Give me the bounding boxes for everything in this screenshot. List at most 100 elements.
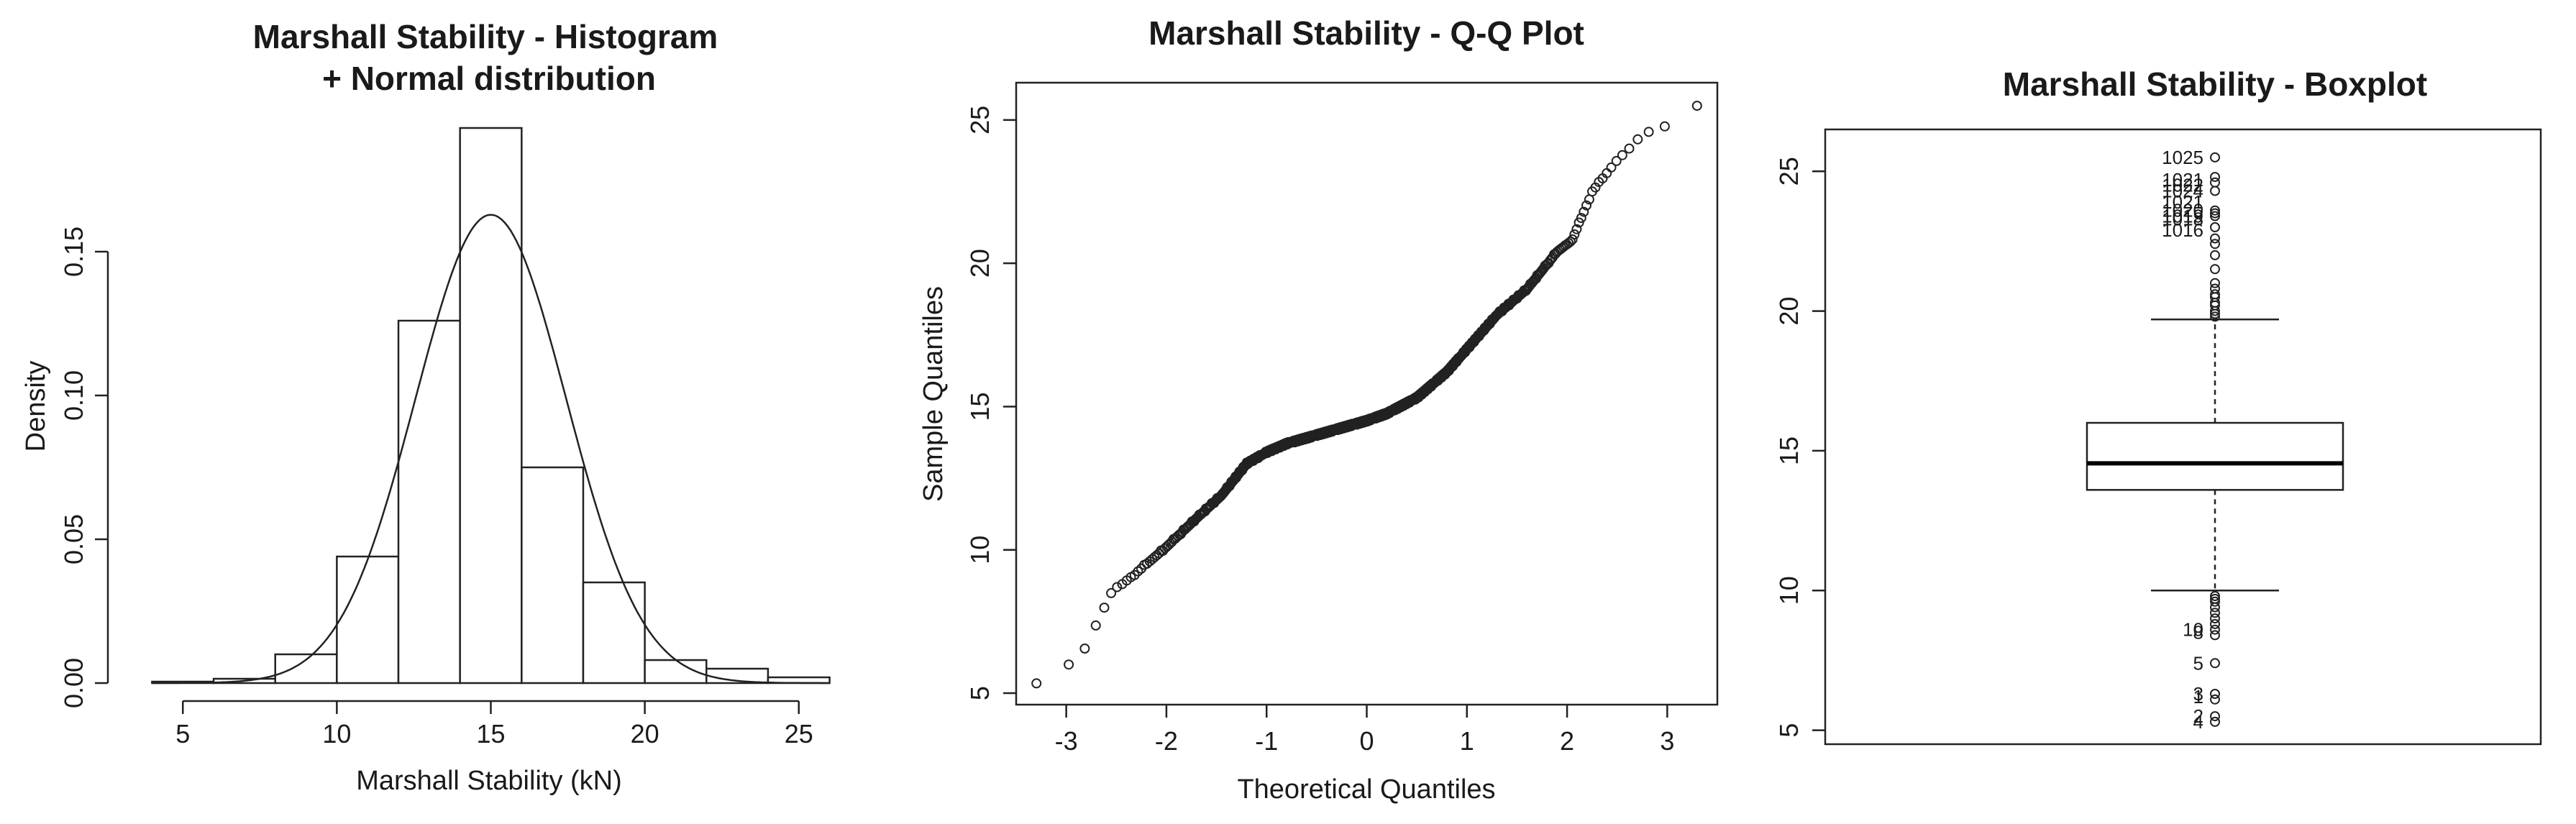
histogram-y-axis-label: Density xyxy=(21,361,51,452)
boxplot-y-tick-label: 10 xyxy=(1774,576,1804,605)
qq-x-tick-label: 0 xyxy=(1359,726,1374,756)
boxplot-y-axis: 5 10 15 20 25 xyxy=(1774,157,1825,738)
histogram-y-tick-label: 0.10 xyxy=(59,370,88,421)
boxplot-outlier-labels: 1025102110221024102110201019101810161085… xyxy=(2162,147,2203,733)
boxplot-outliers xyxy=(2210,152,2220,727)
qq-x-tick-label: 3 xyxy=(1660,726,1674,756)
boxplot-outlier-label: 1016 xyxy=(2162,219,2203,241)
boxplot-outlier-point xyxy=(2210,608,2220,618)
boxplot-elements xyxy=(2086,319,2344,592)
boxplot-y-tick-label: 5 xyxy=(1774,723,1804,738)
boxplot-outlier-point xyxy=(2210,630,2220,641)
boxplot-outlier-label: 1019 xyxy=(2162,206,2203,227)
boxplot-outlier-point xyxy=(2210,283,2220,294)
histogram-x-tick-label: 5 xyxy=(175,719,190,749)
qq-point xyxy=(1567,234,1578,244)
boxplot-panel: Marshall Stability - Boxplot 10251021102… xyxy=(1774,65,2542,746)
boxplot-outlier-label: 1 xyxy=(2193,686,2203,708)
histogram-title-line2: + Normal distribution xyxy=(322,60,656,97)
histogram-y-tick-label: 0.00 xyxy=(59,658,88,708)
boxplot-box xyxy=(2086,421,2344,491)
qq-panel: Marshall Stability - Q-Q Plot -3 -2 -1 0 1 2 3… xyxy=(918,14,1719,805)
boxplot-title: Marshall Stability - Boxplot xyxy=(2003,65,2427,103)
qq-point xyxy=(1659,121,1670,132)
boxplot-outlier-label: 3 xyxy=(2193,683,2203,705)
boxplot-outlier-point xyxy=(2210,711,2220,722)
qq-point xyxy=(1133,566,1143,577)
qq-y-tick-label: 15 xyxy=(965,392,995,421)
boxplot-outlier-point xyxy=(2210,172,2220,183)
boxplot-outlier-label: 10 xyxy=(2183,619,2203,641)
boxplot-outlier-label: 2 xyxy=(2193,705,2203,727)
qq-point xyxy=(1643,127,1654,137)
qq-point xyxy=(1576,213,1586,224)
boxplot-outlier-label: 4 xyxy=(2193,711,2203,733)
qq-point xyxy=(1571,224,1582,234)
qq-plot-frame xyxy=(1015,81,1719,706)
qq-x-tick-label: 2 xyxy=(1560,726,1574,756)
qq-x-tick-label: 1 xyxy=(1460,726,1474,756)
boxplot-outlier-label: 1021 xyxy=(2162,191,2203,213)
qq-point xyxy=(1163,540,1174,550)
qq-point xyxy=(1112,582,1123,592)
qq-point xyxy=(1099,603,1110,613)
histogram-x-axis-label: Marshall Stability (kN) xyxy=(356,766,622,796)
boxplot-outlier-point xyxy=(2210,618,2220,629)
qq-point xyxy=(1632,134,1643,145)
qq-point xyxy=(1090,620,1101,631)
qq-x-axis-label: Theoretical Quantiles xyxy=(1237,774,1495,805)
boxplot-outlier-point xyxy=(2210,208,2220,219)
qq-y-axis: 5 10 15 20 25 xyxy=(965,106,1016,700)
histogram-title-line1: Marshall Stability - Histogram xyxy=(253,18,718,55)
qq-point xyxy=(1031,678,1042,689)
boxplot-outlier-label: 1025 xyxy=(2162,147,2203,168)
qq-title: Marshall Stability - Q-Q Plot xyxy=(1148,14,1584,52)
boxplot-outlier-point xyxy=(2210,289,2220,300)
qq-point xyxy=(1106,587,1117,598)
histogram-bar xyxy=(459,127,523,685)
boxplot-outlier-point xyxy=(2210,624,2220,635)
boxplot-outlier-point xyxy=(2210,264,2220,275)
histogram-bar xyxy=(521,466,585,685)
qq-y-tick-label: 20 xyxy=(965,249,995,278)
qq-points xyxy=(1031,101,1702,689)
qq-y-tick-label: 10 xyxy=(965,536,995,564)
qq-point xyxy=(1606,162,1617,173)
qq-y-tick-label: 5 xyxy=(965,686,995,700)
boxplot-outlier-label: 1022 xyxy=(2162,175,2203,196)
boxplot-outlier-label: 1024 xyxy=(2162,180,2203,202)
histogram-bar xyxy=(582,581,646,685)
histogram-bar xyxy=(336,555,400,685)
qq-point xyxy=(1079,644,1090,654)
boxplot-outlier-point xyxy=(2210,211,2220,221)
histogram-panel: Marshall Stability - Histogram + Normal … xyxy=(21,18,831,796)
boxplot-outlier-point xyxy=(2210,250,2220,260)
boxplot-outlier-label: 1018 xyxy=(2162,208,2203,229)
boxplot-outlier-point xyxy=(2210,658,2220,669)
qq-y-axis-label: Sample Quantiles xyxy=(918,286,949,502)
qq-x-tick-label: -2 xyxy=(1155,726,1178,756)
boxplot-outlier-label: 1021 xyxy=(2162,169,2203,191)
histogram-x-tick-label: 15 xyxy=(476,719,505,749)
boxplot-y-tick-label: 25 xyxy=(1774,157,1804,186)
boxplot-outlier-point xyxy=(2210,596,2220,607)
qq-point xyxy=(1569,229,1580,239)
boxplot-outlier-point xyxy=(2210,613,2220,624)
qq-x-tick-label: -3 xyxy=(1055,726,1078,756)
boxplot-outlier-point xyxy=(2210,233,2220,244)
histogram-y-tick-label: 0.15 xyxy=(59,226,88,277)
qq-x-axis: -3 -2 -1 0 1 2 3 xyxy=(1055,705,1674,756)
boxplot-outlier-point xyxy=(2210,278,2220,288)
qq-point xyxy=(1064,659,1074,670)
histogram-bars xyxy=(151,127,831,685)
boxplot-outlier-point xyxy=(2210,239,2220,250)
boxplot-outlier-label: 5 xyxy=(2193,652,2203,674)
boxplot-outlier-label: 1020 xyxy=(2162,200,2203,221)
boxplot-outlier-point xyxy=(2210,689,2220,699)
boxplot-outlier-point xyxy=(2210,152,2220,162)
histogram-x-tick-label: 25 xyxy=(785,719,813,749)
histogram-y-tick-label: 0.05 xyxy=(59,514,88,564)
normal-density-curve xyxy=(152,214,830,685)
qq-point xyxy=(1579,206,1589,217)
